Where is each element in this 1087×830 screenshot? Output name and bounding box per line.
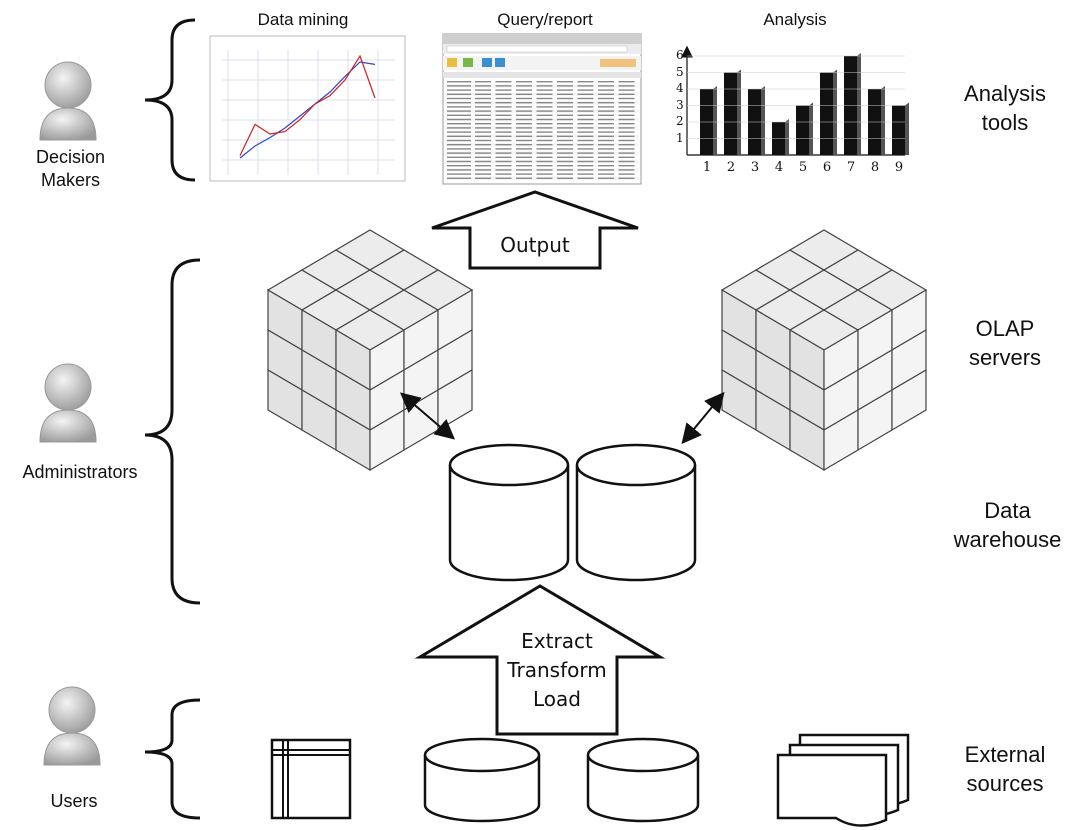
decision-makers-label: Decision Makers (35, 147, 106, 190)
query-report-title: Query/report (497, 10, 593, 29)
bar-side (737, 69, 741, 155)
bar-side (905, 102, 909, 155)
query-report-screenshot (442, 33, 642, 185)
cube-warehouse-link-right (681, 391, 725, 445)
bar-x-tick-label: 3 (750, 160, 760, 175)
bar-x-tick-label: 8 (870, 160, 880, 175)
data-warehouse-label: Data warehouse (953, 498, 1062, 552)
brace-administrators (144, 258, 201, 605)
output-arrow (431, 190, 639, 270)
bar-side (833, 69, 837, 155)
external-sources-label: External sources (964, 742, 1046, 796)
bar-y-tick-label: 1 (676, 130, 684, 145)
spreadsheet-source-icon (270, 738, 352, 820)
database-source-icon-1 (423, 737, 541, 823)
bar-x-tick-label: 9 (894, 160, 904, 175)
administrators-label: Administrators (22, 462, 138, 482)
warehouse-cylinder-2 (575, 443, 697, 582)
bar (724, 72, 737, 155)
line-series-red (239, 54, 376, 156)
analysis-tools-label: Analysis tools (964, 81, 1046, 135)
bar-x-tick-label: 5 (798, 160, 808, 175)
bar-x-tick-label: 2 (726, 160, 736, 175)
bar-side (785, 119, 789, 155)
bar-x-tick-label: 6 (822, 160, 832, 175)
etl-arrow (414, 584, 666, 736)
bar-y-tick-label: 2 (676, 114, 684, 128)
bar-y-tick-label: 6 (676, 48, 684, 62)
warehouse-cylinder-1 (448, 443, 570, 582)
bar (892, 105, 905, 155)
database-source-icon-2 (586, 737, 700, 823)
bar (820, 72, 833, 155)
cube-warehouse-link-left (399, 392, 456, 440)
output-arrow-label: Output (500, 233, 570, 257)
olap-cube-left (266, 229, 474, 472)
line-series-blue (239, 61, 376, 159)
bar-side (881, 86, 885, 155)
brace-users (144, 698, 201, 820)
users-label: Users (50, 791, 98, 811)
documents-source-icon (776, 733, 910, 827)
data-mining-title: Data mining (257, 10, 349, 29)
bar-y-tick-label: 4 (676, 81, 684, 95)
bar-y-tick-label: 3 (676, 97, 684, 112)
bar-x-tick-label: 7 (846, 160, 856, 175)
brace-decision-makers (144, 18, 196, 182)
analysis-title: Analysis (763, 10, 827, 29)
user-person-icon (43, 686, 101, 766)
olap-cube-right (720, 229, 928, 472)
bar-x-tick-label: 1 (702, 160, 712, 175)
decision-maker-person-icon (39, 61, 97, 141)
etl-arrow-label: Extract Transform Load (507, 629, 607, 711)
bar (796, 105, 809, 155)
data-mining-chart (209, 35, 406, 182)
bar-side (809, 102, 813, 155)
administrator-person-icon (39, 363, 97, 443)
bar-side (761, 86, 765, 155)
bar-side (857, 53, 861, 155)
bar-x-tick-label: 4 (774, 160, 784, 175)
olap-servers-label: OLAP servers (968, 316, 1042, 370)
bar-y-tick-label: 5 (676, 64, 684, 79)
analysis-bar-chart (681, 45, 909, 156)
bar-side (713, 86, 717, 155)
